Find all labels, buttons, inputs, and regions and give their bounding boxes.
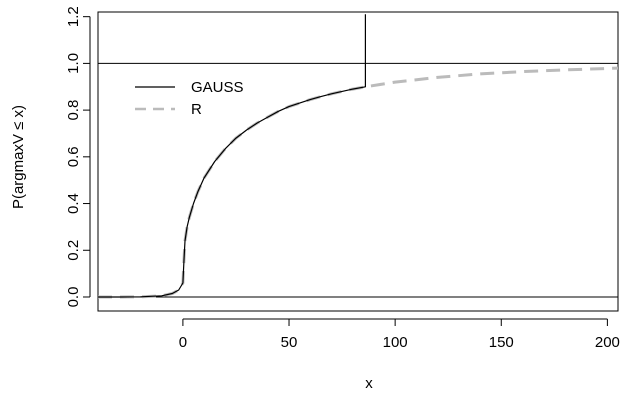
y-tick-label-0.4: 0.4: [65, 193, 82, 214]
plot-area: [97, 11, 619, 312]
y-tick-label-0.2: 0.2: [65, 240, 82, 261]
y-tick-label-1.0: 1.0: [65, 53, 82, 74]
legend-label-gauss: GAUSS: [191, 79, 244, 96]
x-tick-label-50: 50: [281, 334, 298, 351]
series-line-gauss: [98, 14, 366, 298]
x-tick-label-100: 100: [383, 334, 408, 351]
x-tick-label-0: 0: [179, 334, 187, 351]
y-tick-label-1.2: 1.2: [65, 6, 82, 27]
y-axis-label: P(argmaxV ≤ x): [10, 105, 27, 209]
legend: GAUSS R: [135, 79, 244, 118]
y-tick-label-0.0: 0.0: [65, 287, 82, 308]
legend-label-r: R: [191, 101, 202, 118]
x-tick-label-200: 200: [595, 334, 620, 351]
x-axis: 0 50 100 150 200: [179, 318, 620, 351]
x-tick-label-150: 150: [489, 334, 514, 351]
y-tick-label-0.8: 0.8: [65, 100, 82, 121]
y-axis: 0.0 0.2 0.4 0.6 0.8 1.0 1.2: [65, 6, 91, 308]
plot-frame: [97, 11, 619, 312]
series-line-r: [98, 66, 619, 299]
y-tick-label-0.6: 0.6: [65, 146, 82, 167]
x-axis-label: x: [365, 375, 373, 392]
